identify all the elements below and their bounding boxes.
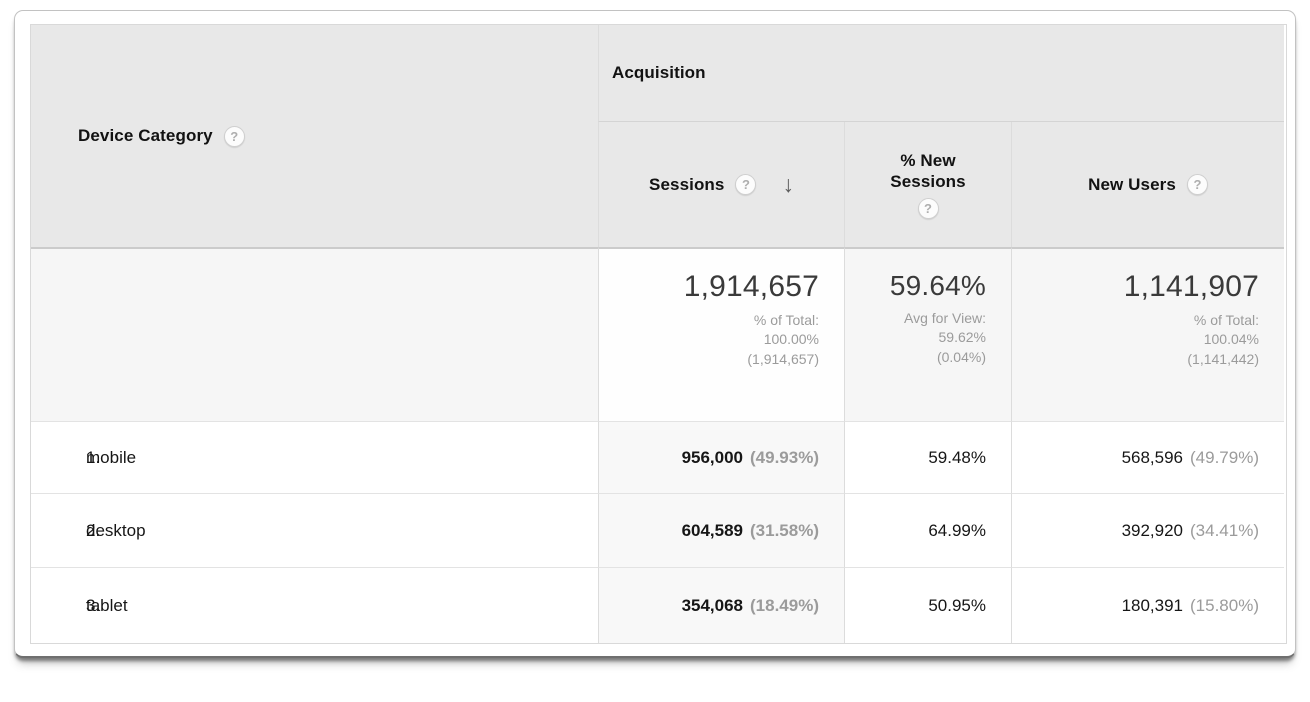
table-row-dimension: 1. mobile [31,421,598,493]
pct-new-sessions-total-cell: 59.64% Avg for View: 59.62% (0.04%) [844,247,1011,421]
new-users-label: New Users [1088,174,1176,194]
help-icon[interactable]: ? [223,125,245,147]
sessions-label: Sessions [649,174,725,194]
pct-new-sessions-cell: 59.48% [844,421,1011,493]
pct-new-sessions-cell: 64.99% [844,493,1011,567]
pct-new-sessions-total-subtext: Avg for View: 59.62% (0.04%) [904,310,986,365]
device-name: desktop [86,520,146,540]
sessions-cell: 956,000 (49.93%) [598,421,844,493]
device-name: tablet [86,595,128,615]
device-name: mobile [86,447,137,467]
help-icon[interactable]: ? [917,198,939,220]
sessions-total-cell: 1,914,657 % of Total: 100.00% (1,914,657… [598,247,844,421]
new-users-cell: 392,920 (34.41%) [1011,493,1284,567]
table-row-dimension: 3. tablet [31,567,598,643]
device-category-column-header[interactable]: Device Category ? [31,25,598,247]
sessions-total-value: 1,914,657 [683,270,819,303]
new-users-total-cell: 1,141,907 % of Total: 100.04% (1,141,442… [1011,247,1284,421]
device-category-label: Device Category [78,126,213,145]
table-row-dimension: 2. desktop [31,493,598,567]
new-users-cell: 180,391 (15.80%) [1011,567,1284,643]
help-icon[interactable]: ? [1186,174,1208,195]
acquisition-table: Device Category ? Acquisition Sessions ?… [30,24,1287,644]
totals-dimension-cell [31,247,598,421]
sessions-column-header[interactable]: Sessions ? ↓ [598,122,844,247]
row-rank: 2. [86,520,101,540]
new-users-total-value: 1,141,907 [1123,270,1259,303]
screenshot-card: Device Category ? Acquisition Sessions ?… [14,10,1296,658]
new-users-column-header[interactable]: New Users ? [1011,122,1284,247]
pct-new-sessions-total-value: 59.64% [889,270,986,301]
row-rank: 1. [86,447,101,467]
new-users-cell: 568,596 (49.79%) [1011,421,1284,493]
acquisition-label: Acquisition [612,63,706,82]
pct-new-sessions-label: % New Sessions [890,150,966,191]
pct-new-sessions-cell: 50.95% [844,567,1011,643]
pct-new-sessions-column-header[interactable]: % New Sessions ? [844,122,1011,247]
sessions-cell: 604,589 (31.58%) [598,493,844,567]
acquisition-group-header: Acquisition [598,25,1284,122]
help-icon[interactable]: ? [735,174,757,195]
sessions-cell: 354,068 (18.49%) [598,567,844,643]
row-rank: 3. [86,595,101,615]
sort-descending-icon[interactable]: ↓ [782,171,794,197]
sessions-total-subtext: % of Total: 100.00% (1,914,657) [747,312,819,367]
new-users-total-subtext: % of Total: 100.04% (1,141,442) [1187,312,1259,367]
